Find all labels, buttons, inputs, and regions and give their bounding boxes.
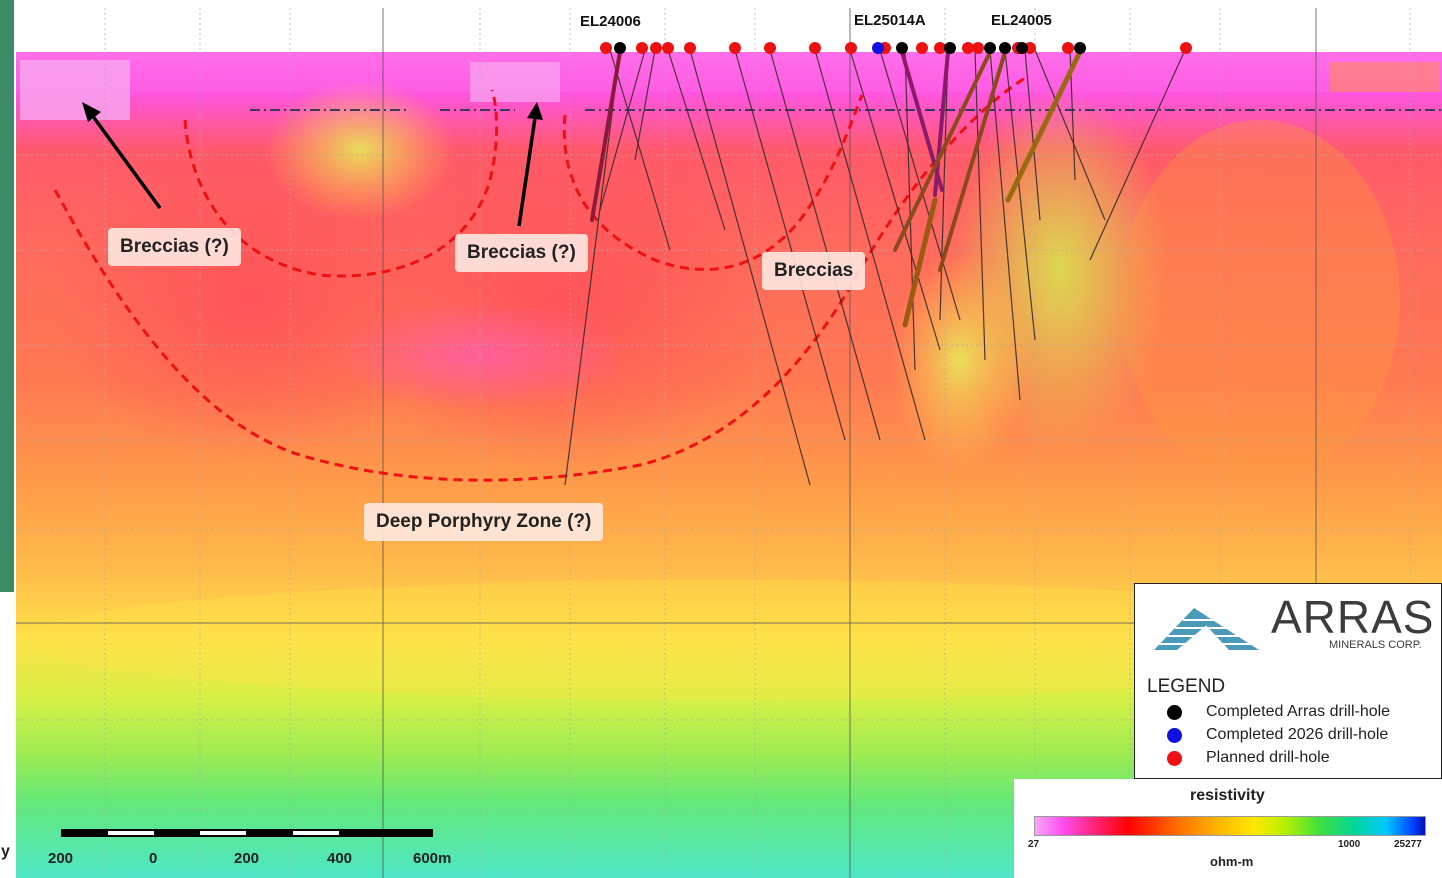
drill-hole-label-el24005: EL24005: [991, 12, 1052, 29]
black-dot-icon: [1167, 704, 1182, 720]
legend-panel: ARRAS MINERALS CORP. LEGEND Completed Ar…: [1134, 583, 1442, 779]
legend-item-planned: Planned drill-hole: [1167, 749, 1330, 767]
legend-item-label: Completed Arras drill-hole: [1206, 703, 1391, 720]
arras-logo-subtitle: MINERALS CORP.: [1329, 639, 1422, 651]
surface-magenta-band: [16, 52, 1442, 92]
drill-hole-label-el24006: EL24006: [580, 13, 641, 30]
resistivity-colour-bar: [1034, 816, 1426, 836]
legend-title: LEGEND: [1147, 676, 1226, 697]
legend-item-label: Planned drill-hole: [1206, 749, 1330, 766]
resistivity-mid-label: 1000: [1338, 839, 1361, 850]
breccias-outline-centre: [562, 94, 864, 271]
yellow-zone-centre-right: [890, 250, 1030, 470]
resistivity-colour-scale: resistivity 27 1000 25277 ohm-m: [1014, 779, 1442, 878]
drill-hole-traces: [564, 49, 1186, 486]
legend-item-completed-arras: Completed Arras drill-hole: [1167, 703, 1390, 721]
zone-label-breccias-right: Breccias: [762, 252, 866, 290]
drill-hole-intercepts: [590, 49, 1083, 328]
legend-item-completed-2026: Completed 2026 drill-hole: [1167, 726, 1388, 744]
scale-label-0: 0: [149, 850, 158, 867]
resistivity-unit: ohm-m: [1210, 854, 1254, 869]
zone-label-breccias-centre: Breccias (?): [455, 234, 588, 272]
zone-label-deep-porphyry: Deep Porphyry Zone (?): [364, 503, 604, 541]
blue-dot-icon: [1167, 727, 1182, 743]
orange-zone-right: [1120, 120, 1400, 480]
yellow-high-zone-top: [265, 80, 455, 220]
zone-label-breccias-left: Breccias (?): [108, 228, 241, 266]
scale-label-200-left: 200: [48, 850, 74, 867]
legend-item-label: Completed 2026 drill-hole: [1206, 726, 1389, 743]
arrow-breccias-centre: [517, 102, 543, 227]
edge-letter: y: [1, 843, 10, 860]
scale-label-600m: 600m: [413, 850, 452, 867]
yellow-band-lower: [20, 580, 1420, 700]
breccias-outline-left: [183, 89, 499, 278]
completed-2026-collars: [872, 42, 884, 54]
scale-label-200: 200: [234, 850, 260, 867]
completed-arras-collars: [614, 42, 1086, 54]
scale-bar: [61, 829, 433, 837]
drill-hole-label-el25014a: EL25014A: [854, 12, 926, 29]
resistivity-max-label: 25277: [1394, 839, 1422, 850]
arras-logo-text: ARRAS: [1271, 591, 1435, 643]
resistivity-min-label: 27: [1028, 839, 1040, 850]
arrow-breccias-left: [82, 102, 162, 210]
left-map-edge: [0, 0, 14, 592]
arras-logo-icon: [1154, 608, 1259, 650]
resistivity-title: resistivity: [1190, 787, 1265, 804]
deep-porphyry-outline: [53, 76, 1026, 482]
red-dot-icon: [1167, 750, 1182, 766]
scale-label-400: 400: [327, 850, 353, 867]
